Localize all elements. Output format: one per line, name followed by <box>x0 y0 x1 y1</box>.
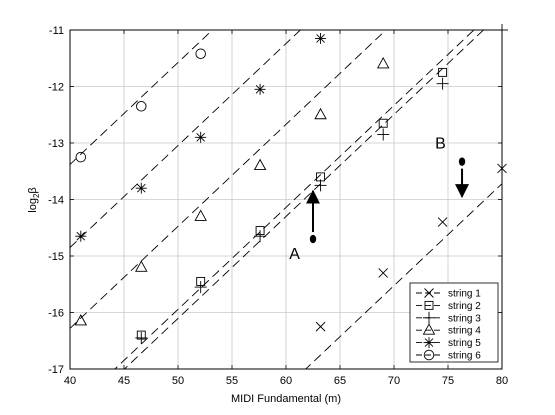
point-string-4 <box>253 158 267 171</box>
fit-line-string-3 <box>123 30 485 369</box>
legend-marker-string-4 <box>422 323 436 335</box>
y-axis-label: log2β <box>27 187 41 212</box>
fit-lines <box>70 30 502 369</box>
legend-marker-string-6 <box>423 349 435 361</box>
marker-stroke <box>315 321 326 332</box>
legend-marker-string-5 <box>423 337 435 349</box>
x-tick-label: 65 <box>334 375 346 387</box>
x-tick-label: 55 <box>226 375 238 387</box>
legend-label-string-3: string 3 <box>448 313 481 324</box>
y-tick-label: -14 <box>48 195 64 207</box>
ticks <box>69 29 503 370</box>
marker-stroke <box>316 34 325 43</box>
annotation-point-B <box>458 157 466 166</box>
point-string-3 <box>254 230 267 243</box>
annotations: AB <box>289 136 470 263</box>
marker-stroke <box>196 133 205 142</box>
point-string-3 <box>377 128 390 141</box>
legend-marker-string-2 <box>424 300 434 310</box>
point-string-1 <box>437 217 448 227</box>
x-tick-label: 45 <box>118 375 130 387</box>
legend-label-string-6: string 6 <box>448 351 481 362</box>
point-string-5 <box>254 83 266 95</box>
point-string-3 <box>436 77 449 90</box>
legend-box <box>409 282 499 363</box>
y-tick-label: -16 <box>48 308 64 320</box>
fit-line-string-2 <box>114 30 475 369</box>
point-string-3 <box>314 179 327 192</box>
marker-stroke <box>378 268 389 278</box>
point-string-3 <box>194 281 207 294</box>
point-string-6 <box>75 151 87 163</box>
x-tick-label: 80 <box>496 375 508 387</box>
marker-stroke <box>424 288 434 298</box>
fit-line-string-5 <box>70 30 302 248</box>
fit-line-string-6 <box>70 30 214 165</box>
tick-labels: 40 45 50 55 60 65 70 75 80 -17 -16 -15 -14 -13 -12 -11 <box>48 25 508 387</box>
point-string-4 <box>376 56 390 69</box>
point-string-6 <box>136 101 147 112</box>
point-string-2 <box>438 67 448 77</box>
point-string-1 <box>378 268 389 278</box>
point-string-5 <box>195 131 207 143</box>
annotation-label-A: A <box>289 246 300 263</box>
fit-line-string-4 <box>70 30 387 329</box>
point-string-6 <box>195 48 206 59</box>
y-tick-label: -15 <box>48 251 64 263</box>
marker-stroke <box>76 231 86 241</box>
x-tick-label: 75 <box>442 375 454 387</box>
marker-stroke <box>437 217 448 227</box>
fit-line-string-1 <box>305 183 502 369</box>
legend-label-string-4: string 4 <box>448 326 481 337</box>
x-tick-label: 40 <box>64 375 76 387</box>
point-string-3 <box>135 331 148 344</box>
y-tick-label: -17 <box>48 364 64 376</box>
legend-label-string-2: string 2 <box>448 301 481 312</box>
point-string-5 <box>75 230 87 242</box>
point-string-4 <box>74 314 88 326</box>
point-string-4 <box>135 260 148 272</box>
point-string-5 <box>315 32 327 44</box>
marker-stroke <box>136 183 146 193</box>
point-string-4 <box>194 209 207 221</box>
legend-marker-string-3 <box>423 311 435 324</box>
y-tick-label: -12 <box>48 82 64 94</box>
point-string-4 <box>314 107 327 120</box>
x-tick-label: 70 <box>388 375 400 387</box>
x-axis-label: MIDI Fundamental (m) <box>231 393 341 405</box>
legend-label-string-5: string 5 <box>448 338 481 349</box>
x-tick-label: 60 <box>280 375 292 387</box>
marker-stroke <box>255 85 265 94</box>
annotation-point-A <box>309 234 317 244</box>
annotation-label-B: B <box>435 136 446 153</box>
point-string-1 <box>315 321 326 332</box>
y-tick-label: -11 <box>49 25 64 37</box>
legend-label-string-1: string 1 <box>448 289 481 300</box>
point-string-5 <box>135 182 147 194</box>
point-string-2 <box>378 118 388 128</box>
y-tick-label: -13 <box>48 138 64 150</box>
x-tick-label: 50 <box>172 375 184 387</box>
legend-marker-string-1 <box>424 288 434 298</box>
marker-stroke <box>424 338 434 347</box>
